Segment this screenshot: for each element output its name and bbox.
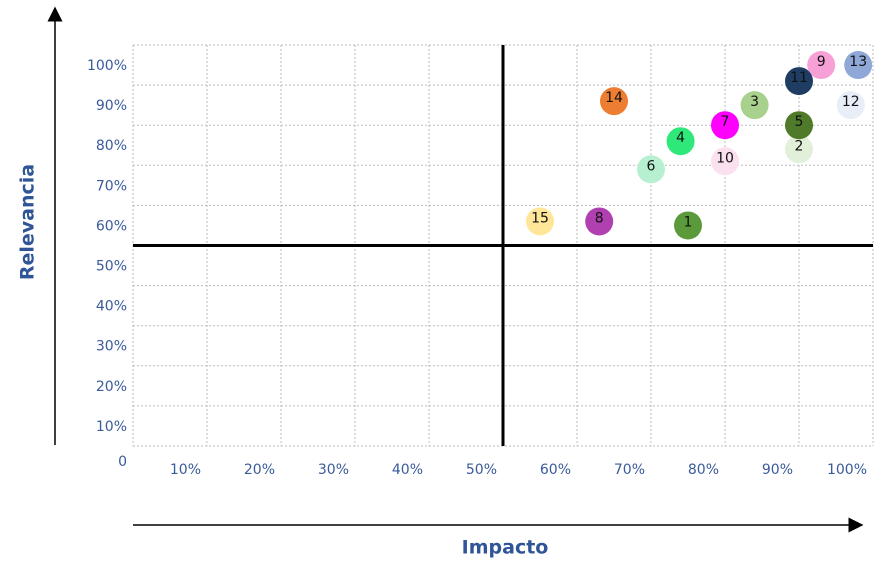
point-label: 6	[647, 158, 656, 174]
point	[600, 87, 628, 116]
y-tick-label: 60%	[96, 218, 127, 234]
x-tick-label: 10%	[170, 462, 201, 478]
point-label: 4	[676, 130, 685, 146]
point	[740, 91, 769, 120]
point	[836, 91, 865, 120]
point-label: 5	[795, 114, 804, 130]
point	[526, 207, 554, 236]
point	[807, 51, 836, 80]
x-tick-label: 90%	[762, 462, 793, 478]
x-tick-label: 30%	[318, 462, 349, 478]
y-tick-label: 10%	[96, 419, 127, 435]
point-label: 15	[531, 210, 549, 226]
y-tick-label: 80%	[96, 138, 127, 154]
point-label: 7	[721, 114, 730, 130]
point	[844, 51, 873, 80]
point	[711, 147, 739, 176]
x-tick-label: 100%	[827, 462, 867, 478]
point-label: 14	[605, 90, 623, 106]
y-tick-label: 0	[118, 454, 127, 470]
x-tick-label: 70%	[614, 462, 645, 478]
point	[785, 111, 813, 140]
point-label: 2	[795, 138, 804, 154]
point-label: 3	[750, 94, 759, 110]
point	[711, 111, 739, 140]
point	[585, 207, 614, 236]
y-tick-label: 100%	[87, 58, 127, 74]
point-label: 11	[790, 70, 808, 86]
x-tick-label: 50%	[466, 462, 497, 478]
point-label: 1	[684, 214, 693, 230]
point-label: 13	[849, 54, 867, 70]
y-tick-label: 30%	[96, 339, 127, 355]
point	[666, 127, 695, 156]
x-tick-label: 60%	[540, 462, 571, 478]
point-label: 10	[716, 150, 734, 166]
y-tick-label: 40%	[96, 299, 127, 315]
x-tick-label: 80%	[688, 462, 719, 478]
x-tick-label: 40%	[392, 462, 423, 478]
point	[785, 135, 813, 164]
y-axis-title: Relevancia	[17, 164, 39, 280]
point	[637, 155, 665, 184]
x-axis-title: Impacto	[462, 537, 549, 559]
point-label: 9	[817, 54, 826, 70]
y-tick-label: 50%	[96, 259, 127, 275]
point-label: 12	[842, 94, 860, 110]
y-tick-label: 70%	[96, 178, 127, 194]
x-tick-label: 20%	[244, 462, 275, 478]
point	[785, 67, 813, 96]
y-tick-label: 20%	[96, 379, 127, 395]
point	[674, 211, 702, 240]
point-label: 8	[595, 210, 604, 226]
y-tick-label: 90%	[96, 98, 127, 114]
